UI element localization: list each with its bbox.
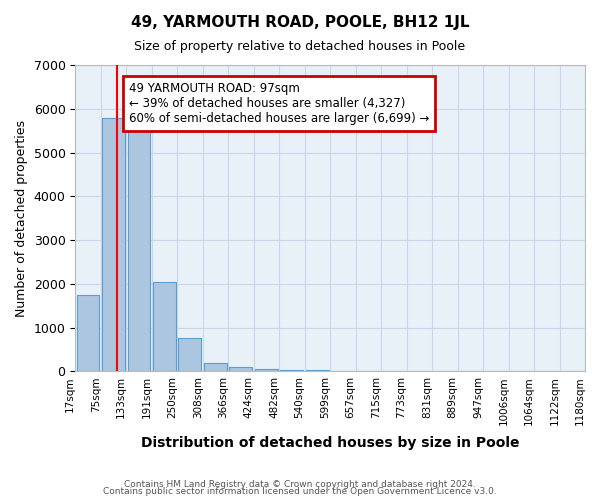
Text: 49 YARMOUTH ROAD: 97sqm
← 39% of detached houses are smaller (4,327)
60% of semi: 49 YARMOUTH ROAD: 97sqm ← 39% of detache…: [129, 82, 429, 124]
Bar: [178, 338, 202, 372]
Bar: [77, 294, 100, 372]
Bar: [280, 370, 304, 372]
Y-axis label: Number of detached properties: Number of detached properties: [15, 120, 28, 316]
Text: Contains public sector information licensed under the Open Government Licence v3: Contains public sector information licen…: [103, 487, 497, 496]
Bar: [204, 362, 227, 372]
Text: Size of property relative to detached houses in Poole: Size of property relative to detached ho…: [134, 40, 466, 53]
Text: 49, YARMOUTH ROAD, POOLE, BH12 1JL: 49, YARMOUTH ROAD, POOLE, BH12 1JL: [131, 15, 469, 30]
Bar: [229, 367, 253, 372]
Bar: [102, 118, 125, 372]
Bar: [255, 369, 278, 372]
Bar: [153, 282, 176, 372]
Bar: [128, 118, 151, 372]
X-axis label: Distribution of detached houses by size in Poole: Distribution of detached houses by size …: [141, 436, 520, 450]
Text: Contains HM Land Registry data © Crown copyright and database right 2024.: Contains HM Land Registry data © Crown c…: [124, 480, 476, 489]
Bar: [306, 370, 329, 372]
